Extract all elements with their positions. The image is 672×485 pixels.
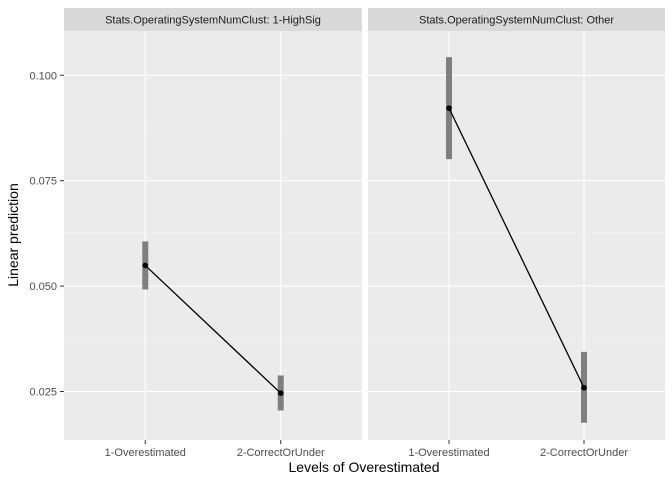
y-tick-label: 0.075 <box>29 176 57 188</box>
x-tick-label: 2-CorrectOrUnder <box>237 447 325 459</box>
y-tick-label: 0.050 <box>29 281 57 293</box>
panels-layer: Stats.OperatingSystemNumClust: 1-HighSig… <box>64 8 665 440</box>
x-tick-label: 2-CorrectOrUnder <box>540 447 628 459</box>
data-point <box>142 262 149 269</box>
y-tick-label: 0.100 <box>29 70 57 82</box>
data-point <box>446 105 452 111</box>
facet-panel-1: Stats.OperatingSystemNumClust: 1-HighSig <box>64 8 362 440</box>
data-point <box>277 390 284 396</box>
facet-strip <box>368 8 665 31</box>
facet-strip-label: Stats.OperatingSystemNumClust: 1-HighSig <box>105 15 321 27</box>
x-tick-label: 1-Overestimated <box>408 447 489 459</box>
y-axis: 0.025 0.050 0.075 0.100 <box>29 70 64 399</box>
facet-strip-label: Stats.OperatingSystemNumClust: Other <box>419 15 614 27</box>
series-line <box>448 107 585 389</box>
x-axis-title: Levels of Overestimated <box>289 459 440 475</box>
y-tick-label: 0.025 <box>29 387 57 399</box>
x-axis: 1-Overestimated 2-CorrectOrUnder 1-Overest… <box>105 440 628 459</box>
series-line <box>144 264 282 394</box>
facet-strip <box>64 8 362 31</box>
panel-background <box>64 31 362 440</box>
x-tick-label: 1-Overestimated <box>105 447 186 459</box>
facet-panel-2: Stats.OperatingSystemNumClust: Other <box>368 8 665 440</box>
panel-background <box>368 31 665 440</box>
data-point <box>581 384 587 391</box>
y-axis-title: Linear prediction <box>5 183 21 287</box>
